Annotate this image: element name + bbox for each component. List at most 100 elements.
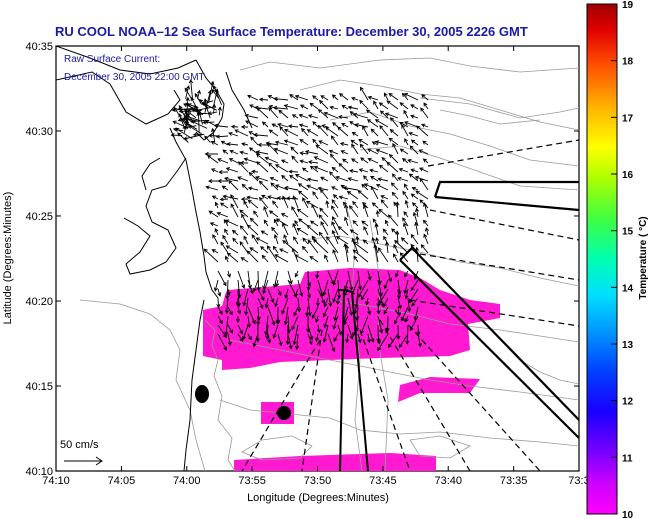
current-vector: [339, 141, 349, 147]
current-vector: [354, 123, 369, 128]
station-marker: [195, 385, 209, 403]
current-vector: [271, 123, 279, 128]
current-vector: [231, 229, 239, 236]
current-vector: [379, 110, 389, 119]
current-vector: [304, 149, 319, 155]
current-vector: [337, 324, 343, 336]
current-vector: [276, 315, 281, 325]
current-vector: [383, 279, 389, 290]
current-vector: [247, 333, 252, 341]
current-vector: [217, 178, 228, 184]
current-vector: [274, 184, 289, 191]
current-vector: [225, 167, 239, 173]
current-vector: [389, 128, 399, 137]
current-vector: [210, 127, 216, 143]
current-vector: [305, 306, 310, 317]
current-vector: [268, 162, 279, 173]
current-vector: [412, 211, 419, 227]
current-vector: [272, 324, 279, 339]
current-vector: [177, 132, 189, 143]
current-vector: [309, 255, 319, 263]
current-vector: [283, 104, 299, 110]
current-vector: [256, 315, 261, 326]
colorbar-tick-label: 17: [622, 113, 634, 124]
current-vector: [226, 142, 239, 147]
colorbar-tick-label: 16: [622, 170, 634, 181]
current-vector: [375, 210, 380, 218]
current-vector: [263, 219, 269, 227]
current-vector: [301, 167, 309, 173]
current-vector: [411, 297, 419, 307]
colorbar-tick-label: 12: [622, 397, 634, 408]
current-vector: [307, 324, 314, 341]
x-tick-label: 73:55: [238, 475, 266, 487]
current-vector: [332, 194, 339, 200]
current-vector: [375, 148, 389, 155]
x-tick-label: 73:45: [369, 475, 397, 487]
current-vector: [268, 129, 279, 137]
current-vector: [267, 288, 275, 304]
current-vector: [407, 297, 412, 313]
current-vector: [320, 188, 329, 200]
current-vector: [324, 254, 329, 263]
current-vector: [397, 297, 402, 310]
colorbar-tick-label: 13: [622, 340, 634, 351]
current-vector: [309, 102, 319, 110]
current-vector: [306, 129, 319, 137]
current-vector: [185, 85, 191, 100]
current-vector: [244, 113, 259, 119]
current-vector: [311, 203, 319, 218]
current-vector: [284, 185, 299, 191]
x-tick-label: 73:3: [568, 475, 589, 487]
current-vector: [294, 174, 309, 182]
current-vector: [277, 122, 289, 128]
current-vector: [372, 218, 379, 227]
current-vector: [315, 270, 320, 279]
current-vector: [237, 161, 249, 173]
current-vector: [404, 199, 409, 209]
current-vector: [377, 177, 389, 182]
current-vector: [374, 223, 379, 236]
current-vector: [222, 149, 229, 155]
current-vector: [184, 114, 201, 122]
current-vector: [289, 94, 299, 101]
x-tick-label: 74:05: [108, 475, 136, 487]
current-vector: [232, 237, 239, 245]
current-vector: [187, 125, 202, 135]
current-vector: [217, 315, 223, 325]
current-vector: [337, 126, 349, 137]
current-vector: [401, 124, 409, 137]
current-vector: [398, 333, 409, 348]
current-vector: [388, 93, 399, 101]
current-vector: [388, 153, 399, 164]
current-vector: [373, 100, 379, 110]
current-vector: [228, 179, 239, 191]
colorbar-tick-label: 11: [622, 453, 633, 464]
current-vector: [351, 158, 359, 164]
current-vector: [391, 191, 399, 200]
current-vector: [241, 213, 249, 227]
current-vector: [349, 229, 359, 236]
current-vector: [366, 119, 379, 128]
current-vector: [320, 221, 329, 236]
current-vector: [363, 226, 369, 236]
current-vector: [230, 203, 239, 218]
current-vector: [399, 102, 409, 110]
current-vector: [315, 333, 320, 342]
current-vector: [383, 306, 389, 315]
current-vector: [395, 201, 400, 218]
scale-label: 50 cm/s: [60, 439, 99, 451]
current-vector: [237, 333, 244, 343]
current-vector: [299, 138, 309, 146]
current-vector: [227, 306, 233, 316]
current-vector: [397, 176, 409, 182]
current-vector: [374, 140, 389, 146]
current-vector: [338, 162, 349, 173]
current-vector: [280, 213, 289, 218]
current-vector: [382, 228, 389, 236]
current-vector: [373, 243, 379, 263]
current-vector: [253, 210, 259, 218]
current-vector: [266, 245, 279, 263]
current-vector: [419, 167, 429, 173]
